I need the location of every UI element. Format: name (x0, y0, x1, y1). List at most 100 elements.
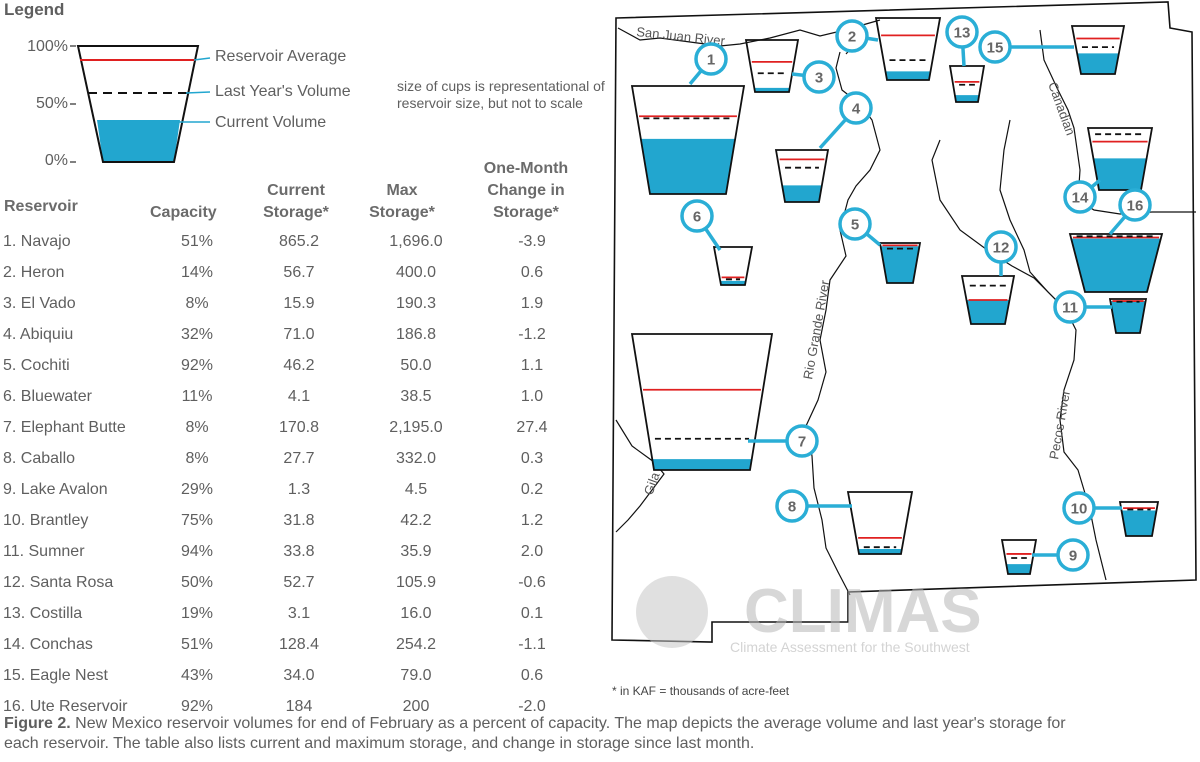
cup-water (954, 95, 980, 102)
marker-reservoir-10: 10 (1062, 491, 1122, 525)
cell-reservoir-name: 4. Abiquiu (3, 325, 74, 343)
marker-number: 10 (1071, 501, 1088, 518)
cell-reservoir-name: 13. Costilla (3, 604, 83, 622)
cup-outline (1118, 501, 1160, 537)
marker-number: 5 (851, 217, 859, 234)
cell-one-month-change: -2.0 (518, 697, 546, 715)
cell-current-storage: 4.1 (287, 387, 311, 405)
marker-circle (1062, 491, 1096, 525)
state-outline (611, 1, 1197, 643)
caption-text: New Mexico reservoir volumes for end of … (4, 715, 1066, 752)
marker-circle (984, 230, 1018, 264)
cell-reservoir-name: 11. Sumner (3, 542, 85, 560)
cup-water (1071, 238, 1161, 292)
cell-current-storage: 56.7 (283, 263, 315, 281)
cup-water (652, 459, 752, 470)
cell-capacity: 92% (180, 697, 214, 715)
cell-max-storage: 35.9 (400, 542, 432, 560)
cups-layer (630, 17, 1164, 575)
cell-max-storage: 190.3 (395, 294, 437, 312)
cell-current-storage: 33.8 (283, 542, 315, 560)
label-canadian-river: Canadian (1045, 80, 1078, 137)
marker-number: 1 (707, 52, 715, 69)
table-row: 14. Conchas 51% 128.4 254.2 -1.1 (0, 629, 587, 660)
header-one-month-change: One-Month Change in Storage* (470, 158, 582, 224)
cup-water (1077, 53, 1119, 74)
cell-max-storage: 16.0 (400, 604, 432, 622)
table-row: 5. Cochiti 92% 46.2 50.0 1.1 (0, 350, 587, 381)
legend-pct-0: 0% (44, 152, 68, 169)
marker-number: 8 (788, 499, 796, 516)
legend-label-last-year: Last Year's Volume (215, 83, 351, 100)
cup-reservoir-13 (948, 65, 986, 103)
legend-leader-last-year (185, 91, 211, 94)
marker-number: 16 (1127, 198, 1144, 215)
cell-reservoir-name: 5. Cochiti (3, 356, 70, 374)
table-row: 12. Santa Rosa 50% 52.7 105.9 -0.6 (0, 567, 587, 598)
header-current-line1: Current (267, 182, 325, 199)
marker-circle (838, 207, 872, 241)
cell-max-storage: 2,195.0 (389, 418, 443, 436)
canadian-tributary (931, 139, 1057, 301)
cup-water (858, 549, 902, 554)
cup-reservoir-11 (1108, 298, 1148, 334)
cell-capacity: 29% (180, 480, 214, 498)
header-current-line2: Storage* (263, 204, 329, 221)
climas-logo-subtitle: Climate Assessment for the Southwest (730, 639, 970, 655)
cell-reservoir-name: 12. Santa Rosa (3, 573, 114, 591)
cell-current-storage: 184 (285, 697, 313, 715)
cell-current-storage: 1.3 (287, 480, 311, 498)
cup-reservoir-16 (1068, 233, 1164, 293)
cell-capacity: 8% (185, 294, 209, 312)
caption-label: Figure 2. (4, 715, 71, 732)
table-row: 9. Lake Avalon 29% 1.3 4.5 0.2 (0, 474, 587, 505)
cup-water (640, 138, 736, 194)
cell-current-storage: 46.2 (283, 356, 315, 374)
marker-number: 4 (852, 101, 861, 118)
cell-reservoir-name: 3. El Vado (3, 294, 76, 312)
header-change-line3: Storage* (493, 204, 559, 221)
marker-reservoir-13: 13 (945, 15, 979, 67)
marker-reservoir-3: 3 (791, 60, 836, 94)
cup-water (885, 71, 931, 80)
cup-outline (1070, 25, 1126, 75)
cell-current-storage: 34.0 (283, 666, 315, 684)
cup-outline (878, 242, 922, 284)
cell-reservoir-name: 6. Bluewater (3, 387, 92, 405)
reservoir-table: 1. Navajo 51% 865.2 1,696.0 -3.9 2. Heron 14% 5… (0, 226, 587, 722)
marker-reservoir-11: 11 (1053, 290, 1112, 324)
cup-outline (630, 333, 774, 471)
cup-outline (846, 491, 914, 555)
cell-max-storage: 200 (402, 697, 430, 715)
cup-water (880, 246, 920, 283)
cell-one-month-change: 1.0 (520, 387, 544, 405)
cup-reservoir-12 (960, 275, 1016, 325)
climas-logo-emblem (636, 576, 708, 648)
cell-reservoir-name: 2. Heron (3, 263, 65, 281)
cup-reservoir-4 (774, 149, 830, 203)
cup-reservoir-8 (846, 491, 914, 555)
table-row: 8. Caballo 8% 27.7 332.0 0.3 (0, 443, 587, 474)
cup-water (720, 280, 746, 285)
san-juan-river (617, 19, 881, 47)
cell-capacity: 92% (180, 356, 214, 374)
marker-circle (1053, 290, 1087, 324)
table-row: 13. Costilla 19% 3.1 16.0 0.1 (0, 598, 587, 629)
cell-capacity: 19% (180, 604, 214, 622)
figure-caption: Figure 2. New Mexico reservoir volumes f… (4, 714, 1084, 754)
marker-reservoir-12: 12 (984, 230, 1018, 276)
cell-one-month-change: -1.1 (518, 635, 546, 653)
cup-reservoir-15 (1070, 25, 1126, 75)
marker-reservoir-2: 2 (835, 19, 879, 53)
cell-one-month-change: 0.1 (520, 604, 544, 622)
cup-outline (1000, 539, 1038, 575)
legend-label-current: Current Volume (215, 114, 327, 131)
cell-current-storage: 52.7 (283, 573, 315, 591)
marker-number: 15 (987, 40, 1004, 57)
marker-number: 11 (1062, 300, 1078, 317)
cell-reservoir-name: 15. Eagle Nest (3, 666, 108, 684)
cell-reservoir-name: 16. Ute Reservoir (3, 697, 128, 715)
cup-water (1093, 158, 1147, 190)
